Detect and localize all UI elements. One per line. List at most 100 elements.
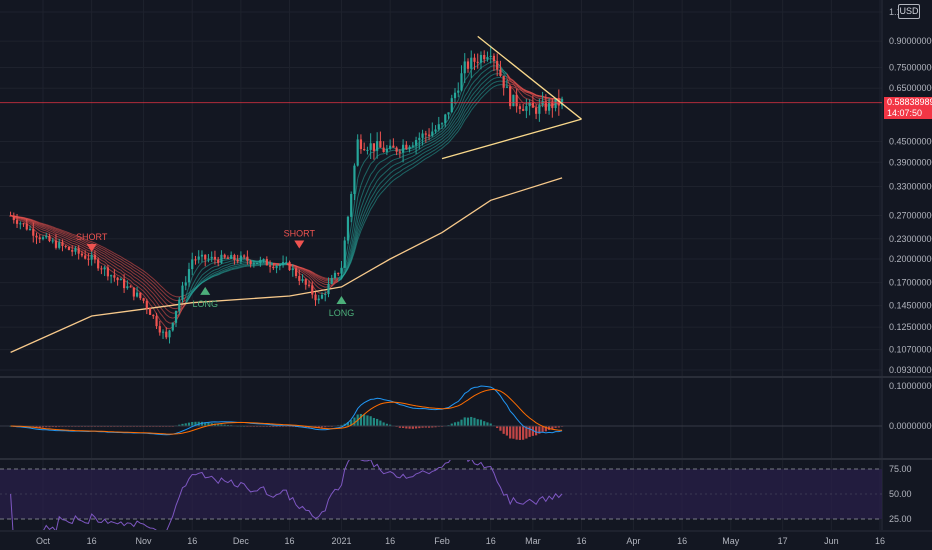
candle-body xyxy=(236,260,239,262)
ribbon-segment xyxy=(522,91,527,95)
ribbon-segment xyxy=(376,188,381,194)
candle xyxy=(116,276,119,286)
ribbon-segment xyxy=(503,74,508,78)
ribbon-segment xyxy=(227,266,232,270)
signal-arrow-down xyxy=(86,243,97,252)
ribbon-segment xyxy=(464,115,469,121)
ribbon-segment xyxy=(393,177,397,181)
price-axis-label: 0.09300000 xyxy=(889,365,932,375)
ribbon-segment xyxy=(59,231,63,234)
ribbon-segment xyxy=(188,292,193,298)
ribbon-segment xyxy=(389,170,394,174)
ribbon-segment xyxy=(42,231,47,234)
ribbon-segment xyxy=(143,294,148,300)
macd-histogram-bar xyxy=(434,426,437,428)
candle-body xyxy=(259,259,262,263)
candle xyxy=(444,113,447,128)
ribbon-segment xyxy=(36,222,40,225)
macd-histogram-bar xyxy=(320,426,324,428)
ribbon-segment xyxy=(156,281,161,286)
candle-body xyxy=(123,279,126,289)
candle-body xyxy=(385,148,388,153)
ribbon-segment xyxy=(357,221,362,233)
ribbon-segment xyxy=(454,119,459,125)
ribbon-segment xyxy=(415,143,420,147)
ribbon-segment xyxy=(422,154,427,158)
candle-body xyxy=(314,294,317,301)
ribbon-segment xyxy=(26,217,31,220)
ribbon-segment xyxy=(52,231,57,235)
ribbon-segment xyxy=(461,115,466,123)
ribbon-segment xyxy=(97,247,102,251)
ribbon-segment xyxy=(490,86,495,90)
candle-body xyxy=(372,143,376,151)
ribbon-segment xyxy=(373,198,378,205)
macd-histogram-bar xyxy=(528,426,531,437)
macd-histogram-bar xyxy=(512,426,515,439)
candle-body xyxy=(492,55,496,62)
ribbon-segment xyxy=(146,273,151,277)
ribbon-segment xyxy=(221,267,225,270)
ribbon-segment xyxy=(152,302,157,308)
price-axis-label: 0.75000000 xyxy=(889,63,932,73)
ribbon-segment xyxy=(123,272,128,276)
candle xyxy=(298,269,301,286)
ribbon-segment xyxy=(46,232,50,236)
candle xyxy=(411,142,414,148)
ribbon-segment xyxy=(454,106,459,112)
macd-histogram-bar xyxy=(476,419,479,426)
ribbon-segment xyxy=(195,279,200,286)
candle xyxy=(330,274,333,285)
ribbon-segment xyxy=(490,69,495,72)
ribbon-segment xyxy=(409,152,414,155)
ribbon-segment xyxy=(334,279,339,282)
ribbon-segment xyxy=(302,269,307,272)
ribbon-segment xyxy=(435,140,440,144)
ribbon-segment xyxy=(399,168,404,173)
ribbon-segment xyxy=(490,73,495,77)
candle-body xyxy=(168,330,171,338)
ribbon-segment xyxy=(68,235,73,238)
signal-label: SHORT xyxy=(284,229,316,239)
ribbon-segment xyxy=(483,73,488,77)
ribbon-segment xyxy=(146,286,151,291)
ribbon-segment xyxy=(467,77,472,85)
candle-body xyxy=(12,215,15,221)
ribbon-segment xyxy=(513,84,517,87)
ribbon-segment xyxy=(91,250,96,254)
candle-body xyxy=(298,276,301,281)
candle xyxy=(450,94,453,113)
signal-label: SHORT xyxy=(76,232,108,242)
candle-body xyxy=(522,109,525,111)
ribbon-segment xyxy=(412,145,417,149)
ribbon-segment xyxy=(88,240,92,243)
candle xyxy=(544,94,547,114)
macd-histogram-bar xyxy=(372,417,376,426)
ribbon-segment xyxy=(353,219,359,238)
ribbon-segment xyxy=(467,105,472,112)
ribbon-segment xyxy=(133,267,138,270)
ribbon-segment xyxy=(380,185,385,190)
candle xyxy=(421,129,424,146)
ribbon-segment xyxy=(136,268,141,272)
ribbon-segment xyxy=(188,276,193,287)
candle xyxy=(9,211,12,217)
ribbon-segment xyxy=(32,224,37,227)
ribbon-segment xyxy=(240,263,245,266)
ribbon-segment xyxy=(548,97,553,100)
ribbon-segment xyxy=(444,132,449,137)
candle-body xyxy=(252,263,255,265)
candle xyxy=(158,320,161,336)
ribbon-segment xyxy=(305,272,310,276)
macd-histogram-bar xyxy=(346,422,350,426)
ribbon-segment xyxy=(425,140,430,144)
price-axis-label: 0.23000000 xyxy=(889,234,932,244)
currency-badge[interactable]: USD xyxy=(898,4,920,19)
ribbon-segment xyxy=(42,227,47,230)
candle xyxy=(489,45,492,64)
ribbon-segment xyxy=(350,246,355,259)
ribbon-segment xyxy=(444,123,449,128)
ribbon-segment xyxy=(81,238,86,242)
ribbon-segment xyxy=(441,126,446,132)
